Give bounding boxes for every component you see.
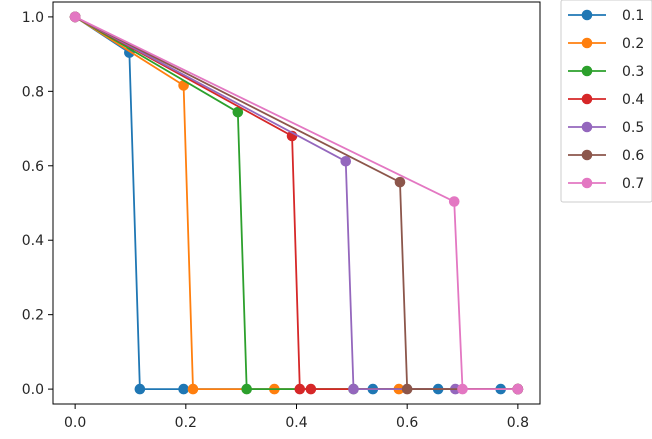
data-point-0.4-3 <box>305 383 317 395</box>
y-axis-ticks: 0.0 0.2 0.4 0.6 0.8 1.0 <box>22 10 53 398</box>
x-tick-label: 0.6 <box>396 415 418 431</box>
legend-item-0.5: 0.5 <box>568 120 644 136</box>
legend-label: 0.1 <box>622 8 644 24</box>
legend-item-0.7: 0.7 <box>568 176 644 192</box>
legend-label: 0.4 <box>622 92 644 108</box>
data-point-0.2-2 <box>187 383 199 395</box>
y-tick-label: 0.4 <box>22 233 44 249</box>
legend-label: 0.6 <box>622 148 644 164</box>
legend-label: 0.3 <box>622 64 644 80</box>
legend-item-0.4: 0.4 <box>568 92 644 108</box>
x-tick-label: 0.8 <box>507 415 529 431</box>
legend-marker <box>581 121 593 133</box>
legend-marker <box>581 177 593 189</box>
legend: 0.1 0.2 0.3 0.4 0.5 0.6 0.7 <box>560 0 652 203</box>
x-tick-label: 0.4 <box>285 415 307 431</box>
legend-item-0.6: 0.6 <box>568 148 644 164</box>
data-point-0.6-1 <box>394 176 406 188</box>
x-axis-ticks: 0.0 0.2 0.4 0.6 0.8 <box>64 404 529 431</box>
data-point-0.7-2 <box>457 383 468 395</box>
x-tick-label: 0.2 <box>175 415 197 431</box>
data-point-0.7-3 <box>512 383 524 395</box>
data-point-0.5-2 <box>348 383 359 395</box>
data-point-0.1-2 <box>134 383 146 395</box>
series-line-0.7 <box>74 16 518 391</box>
series-layer <box>69 11 524 395</box>
data-point-0.5-1 <box>340 156 352 167</box>
legend-item-0.2: 0.2 <box>568 36 644 52</box>
y-tick-label: 0.8 <box>22 84 44 100</box>
legend-item-0.1: 0.1 <box>568 8 644 24</box>
legend-marker <box>581 37 593 49</box>
legend-label: 0.5 <box>622 120 644 136</box>
y-tick-label: 0.6 <box>22 159 44 175</box>
data-point-0.7-1 <box>448 196 460 207</box>
legend-marker <box>581 9 593 21</box>
legend-label: 0.7 <box>622 176 644 192</box>
x-tick-label: 0.0 <box>64 415 86 431</box>
legend-label: 0.2 <box>622 36 644 52</box>
data-point-0.3-2 <box>241 383 252 395</box>
series-0.7 <box>69 11 524 395</box>
legend-marker <box>581 93 593 105</box>
data-point-0.4-2 <box>294 383 306 395</box>
plot-frame <box>52 1 541 405</box>
y-tick-label: 0.0 <box>22 382 44 398</box>
legend-marker <box>581 149 593 161</box>
legend-marker <box>581 65 593 77</box>
y-tick-label: 1.0 <box>22 10 44 26</box>
data-point-0.1-3 <box>178 383 189 395</box>
y-tick-label: 0.2 <box>22 308 44 324</box>
data-point-0.7-0 <box>69 11 81 23</box>
data-point-0.6-2 <box>401 383 413 395</box>
data-point-0.3-1 <box>232 106 244 118</box>
legend-item-0.3: 0.3 <box>568 64 644 80</box>
